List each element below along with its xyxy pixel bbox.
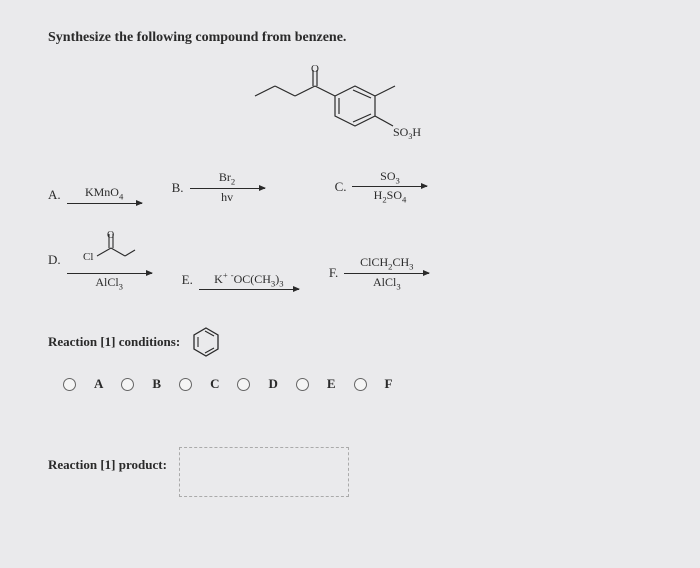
label-A: A. [48, 187, 61, 203]
reagent-C-bottom: H2SO4 [374, 188, 407, 204]
arrow-icon [67, 203, 142, 204]
reaction-A: A. KMnO4 [48, 185, 142, 204]
question-title: Synthesize the following compound from b… [48, 30, 652, 46]
reagent-B-top: Br2 [219, 170, 235, 186]
reagent-D-structure: Cl O [81, 230, 137, 272]
reagent-D-bottom: AlCl3 [95, 275, 123, 291]
radio-D[interactable] [237, 378, 250, 391]
reagent-A-top: KMnO4 [85, 185, 123, 201]
question2-label: Reaction [1] product: [48, 457, 167, 473]
reagent-F-bottom: AlCl3 [373, 275, 401, 291]
arrow-icon [67, 273, 152, 274]
arrow-icon [199, 289, 299, 290]
reaction-E: E. K+ -OC(CH3)3 [182, 270, 299, 291]
radio-A[interactable] [63, 378, 76, 391]
so3h-label: SO3H [393, 125, 421, 141]
label-B: B. [172, 180, 184, 196]
radio-C[interactable] [179, 378, 192, 391]
radio-E[interactable] [296, 378, 309, 391]
reactions-row-2: D. Cl O AlCl3 E. [48, 230, 652, 291]
reagent-B-bottom: hv [221, 190, 233, 205]
opt-B: B [152, 376, 161, 392]
radio-B[interactable] [121, 378, 134, 391]
reaction-F: F. ClCH2CH3 AlCl3 [329, 255, 429, 291]
label-E: E. [182, 272, 193, 288]
svg-text:Cl: Cl [83, 251, 93, 263]
question1-label: Reaction [1] conditions: [48, 334, 180, 350]
target-molecule: O SO3H [48, 64, 652, 144]
reagent-C-top: SO3 [380, 169, 400, 185]
opt-C: C [210, 376, 219, 392]
question1-row: Reaction [1] conditions: [48, 326, 652, 358]
opt-A: A [94, 376, 103, 392]
arrow-icon [190, 188, 265, 189]
arrow-icon [344, 273, 429, 274]
reagent-E-top: K+ -OC(CH3)3 [214, 270, 283, 288]
reaction-B: B. Br2 hv [172, 170, 265, 204]
product-dropzone[interactable] [179, 447, 349, 497]
radio-F[interactable] [354, 378, 367, 391]
label-C: C. [335, 179, 347, 195]
svg-text:O: O [311, 64, 319, 75]
arrow-icon [352, 186, 427, 187]
opt-F: F [385, 376, 393, 392]
reagent-F-top: ClCH2CH3 [360, 255, 413, 271]
label-D: D. [48, 252, 61, 268]
reaction-D: D. Cl O AlCl3 [48, 230, 152, 291]
opt-E: E [327, 376, 336, 392]
label-F: F. [329, 265, 338, 281]
opt-D: D [268, 376, 277, 392]
svg-text:O: O [107, 230, 114, 241]
benzene-icon [192, 326, 220, 358]
options-row: A B C D E F [63, 376, 652, 392]
question2-row: Reaction [1] product: [48, 447, 652, 497]
reaction-C: C. SO3 H2SO4 [335, 169, 428, 205]
reactions-row-1: A. KMnO4 B. Br2 hv C. SO3 H2SO4 [48, 169, 652, 205]
